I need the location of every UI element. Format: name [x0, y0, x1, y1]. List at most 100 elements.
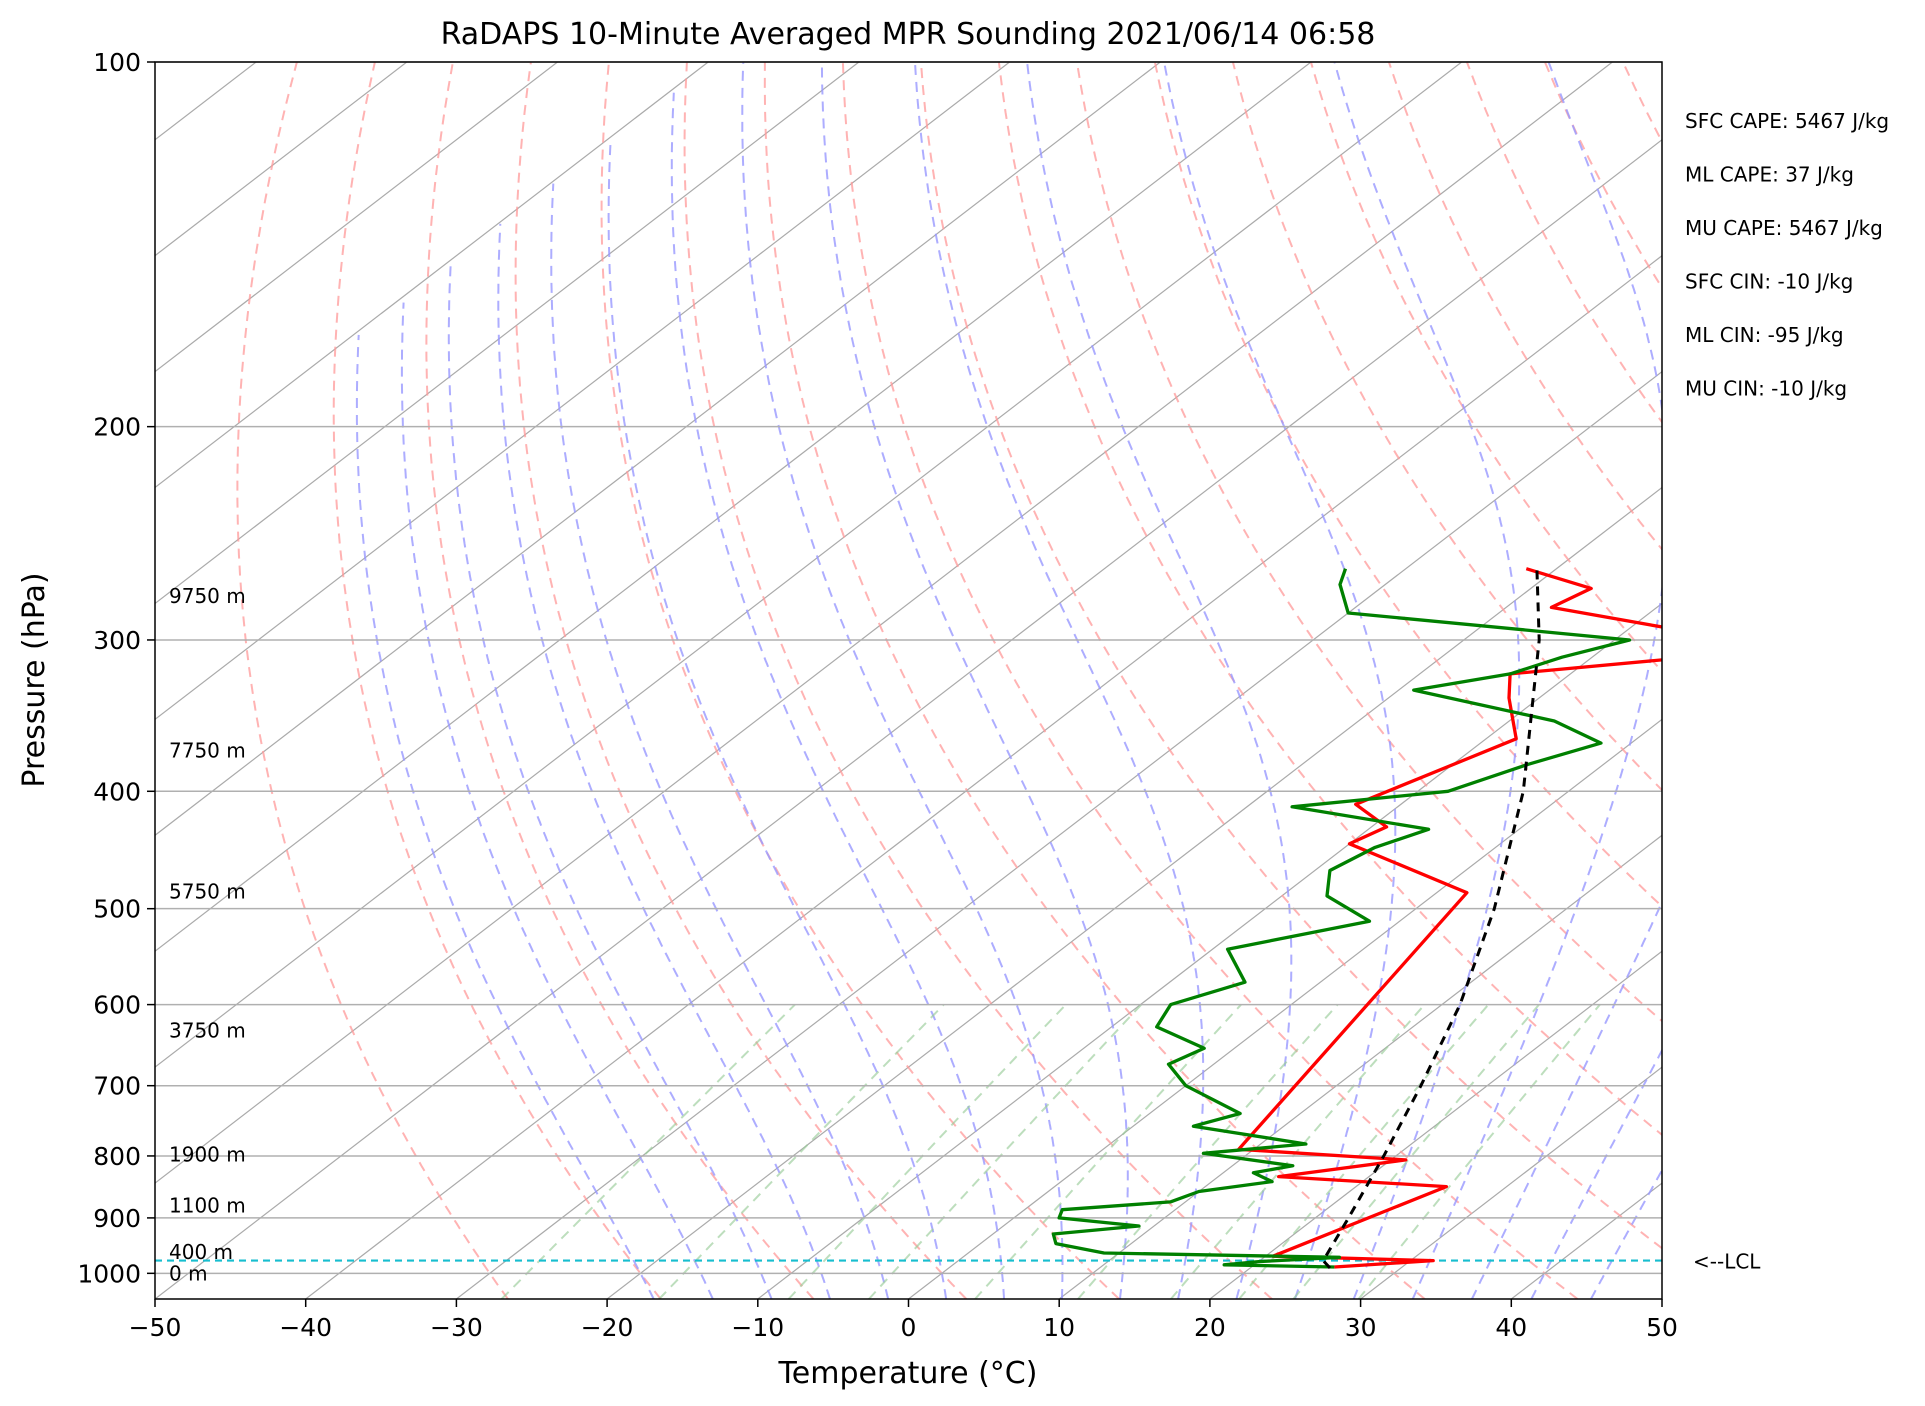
- y-axis-label: Pressure (hPa): [17, 572, 52, 787]
- moist-adiabat-line: [497, 223, 831, 1299]
- isotherm-line: [606, 486, 1662, 1299]
- isotherm-line: [155, 62, 1312, 952]
- y-tick-label: 600: [93, 991, 141, 1020]
- dry-adiabat-line: [1465, 62, 1662, 424]
- moist-adiabat-line: [1590, 1168, 1662, 1299]
- height-label: 5750 m: [169, 880, 246, 904]
- dry-adiabat-line: [1857, 62, 1925, 1299]
- x-tick-label: −40: [279, 1313, 332, 1342]
- height-label: 0 m: [169, 1261, 208, 1285]
- dry-adiabat-line: [600, 62, 1120, 1299]
- moist-adiabat-line: [1026, 62, 1293, 1299]
- isotherm-line: [155, 62, 1613, 1184]
- y-tick-label: 700: [93, 1072, 141, 1101]
- moist-adiabat-line: [670, 92, 1005, 1299]
- lcl-label: <--LCL: [1693, 1250, 1761, 1274]
- dry-adiabat-line: [683, 62, 1273, 1299]
- x-axis-label: Temperature (°C): [778, 1356, 1038, 1391]
- moist-adiabat-line: [1333, 62, 1521, 1299]
- dry-adiabat-line: [514, 62, 968, 1299]
- isotherm-line: [155, 62, 558, 373]
- x-tick-label: 40: [1495, 1313, 1527, 1342]
- moist-adiabat-line: [1471, 899, 1662, 1299]
- height-label: 3750 m: [169, 1018, 246, 1042]
- moist-adiabat-line: [447, 261, 773, 1299]
- dry-adiabat-line: [1621, 62, 1662, 144]
- x-tick-label: −10: [731, 1313, 784, 1342]
- y-tick-label: 200: [93, 413, 141, 442]
- dry-adiabat-line: [997, 62, 1662, 1137]
- isotherm-line: [155, 139, 1662, 1299]
- y-tick-label: 900: [93, 1204, 141, 1233]
- x-tick-label: 10: [1043, 1313, 1075, 1342]
- x-tick-label: 20: [1194, 1313, 1226, 1342]
- height-label: 1900 m: [169, 1143, 246, 1167]
- dry-adiabat-line: [425, 62, 815, 1299]
- mixing-ratio-line: [1357, 1003, 1601, 1299]
- dewpoint-profile-line: [1051, 568, 1632, 1269]
- mixing-ratio-line: [787, 1003, 1067, 1299]
- x-tick-label: −20: [581, 1313, 634, 1342]
- height-label: 9750 m: [169, 584, 246, 608]
- chart-title: RaDAPS 10-Minute Averaged MPR Sounding 2…: [441, 17, 1376, 52]
- moist-adiabat-line: [550, 183, 890, 1299]
- y-tick-label: 400: [93, 777, 141, 806]
- isotherm-line: [155, 62, 709, 489]
- plot-frame: [154, 61, 1663, 1300]
- isotherm-line: [155, 62, 1161, 837]
- isotherm-line: [757, 602, 1662, 1299]
- temperature-profile-line: [1237, 567, 1662, 1269]
- dry-adiabat-line: [1701, 62, 1925, 1299]
- mixing-ratio-line: [658, 1003, 945, 1299]
- y-tick-label: 500: [93, 895, 141, 924]
- moist-adiabat-line: [914, 62, 1205, 1299]
- moist-adiabat-line: [1411, 62, 1662, 1299]
- index-label: SFC CIN: -10 J/kg: [1685, 270, 1853, 294]
- isotherm-line: [1510, 1182, 1662, 1299]
- mixing-ratio-line: [1077, 1003, 1339, 1299]
- dry-adiabat-line: [332, 62, 662, 1299]
- dry-adiabat-line: [919, 62, 1662, 1250]
- moist-adiabat-line: [820, 62, 1129, 1299]
- height-label: 400 m: [169, 1240, 233, 1264]
- x-tick-label: −50: [129, 1313, 182, 1342]
- isotherm-line: [1813, 62, 1925, 1299]
- index-label: SFC CAPE: 5467 J/kg: [1685, 109, 1889, 133]
- height-labels: 9750 m 7750 m 5750 m 3750 m 1900 m 1100 m 400 …: [169, 584, 246, 1285]
- moist-adiabat-line: [400, 302, 714, 1299]
- moist-adiabat-line: [1530, 1048, 1662, 1299]
- y-tick-label: 100: [93, 48, 141, 77]
- height-label: 1100 m: [169, 1193, 246, 1217]
- moist-adiabat-line: [1163, 62, 1397, 1299]
- y-tick-label: 300: [93, 626, 141, 655]
- y-tick-label: 1000: [77, 1259, 141, 1288]
- isotherm-line: [1360, 1066, 1662, 1299]
- parcel-profile-line: [1321, 568, 1541, 1270]
- isotherm-line: [1661, 1298, 1662, 1299]
- x-tick-label: 0: [901, 1313, 917, 1342]
- profiles: [155, 567, 1662, 1270]
- dry-adiabat-line: [1779, 62, 1925, 1299]
- dry-adiabat-line: [841, 62, 1579, 1299]
- isotherm-line: [0, 62, 105, 1299]
- height-label: 7750 m: [169, 738, 246, 762]
- x-tick-label: −30: [430, 1313, 483, 1342]
- annotations: <--LCL SFC CAPE: 5467 J/kg ML CAPE: 37 J/k…: [1685, 109, 1889, 1274]
- isotherm-line: [155, 62, 860, 605]
- isotherm-line: [305, 254, 1662, 1299]
- dry-adiabat-line: [763, 62, 1426, 1299]
- dry-adiabat-line: [236, 62, 509, 1299]
- index-label: MU CAPE: 5467 J/kg: [1685, 216, 1883, 240]
- index-label: ML CIN: -95 J/kg: [1685, 323, 1844, 347]
- moist-adiabat-line: [607, 140, 948, 1299]
- isotherm-line: [1209, 950, 1662, 1299]
- isotherm-line: [155, 62, 408, 257]
- pressure-gridlines: [155, 61, 1662, 1275]
- index-label: MU CIN: -10 J/kg: [1685, 377, 1847, 401]
- x-tick-label: 50: [1646, 1313, 1678, 1342]
- dry-adiabat-line: [1075, 62, 1662, 1023]
- isotherm-line: [1058, 834, 1662, 1299]
- isotherm-line: [155, 62, 1010, 721]
